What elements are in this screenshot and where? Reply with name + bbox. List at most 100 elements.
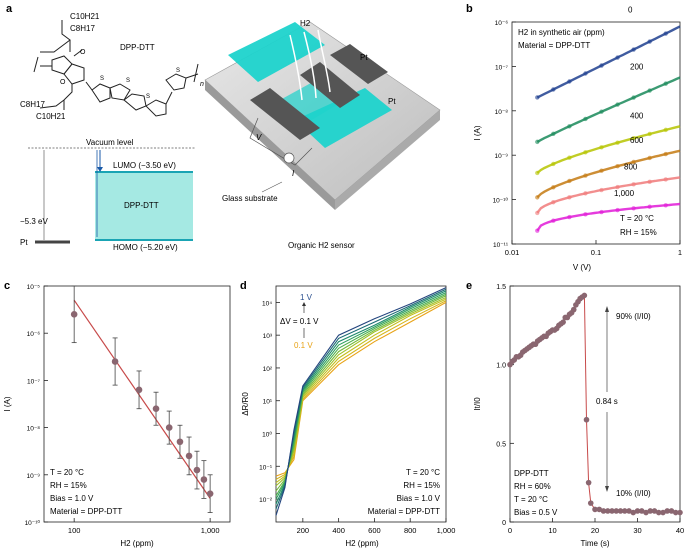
pt-label: Pt <box>20 238 28 247</box>
panel-b-data-point <box>567 195 572 200</box>
panel-c-ann-2: Bias = 1.0 V <box>50 494 94 503</box>
side-chain-c8-top: C8H17 <box>70 24 95 33</box>
device-pt-right: Pt <box>388 97 396 106</box>
panel-e-data-point <box>613 508 620 514</box>
panel-e-data-point <box>581 292 588 299</box>
panel-b-temp: T = 20 °C <box>620 214 654 223</box>
panel-e-ylabel: It/I0 <box>473 397 482 411</box>
panel-d-chart: H2 (ppm) ΔR/R0 1 V ΔV = 0.1 V 0.1 V T = … <box>241 285 455 548</box>
panel-e-arrowhead-down <box>605 486 609 492</box>
sulfur-4: S <box>176 68 180 74</box>
panel-b-data-point <box>647 204 652 209</box>
panel-e-ytick-label: 0 <box>502 520 506 527</box>
panel-b-data-point <box>599 168 604 173</box>
panel-b-chart: H2 in synthetic air (ppm) Material = DPP… <box>473 5 682 272</box>
panel-b-data-point <box>551 218 556 223</box>
panel-d-legend-top: 1 V <box>300 293 313 302</box>
panel-c-ann-1: RH = 15% <box>50 481 87 490</box>
panel-d-ann-1: RH = 15% <box>403 481 440 490</box>
sensor-caption: Organic H2 sensor <box>288 241 355 250</box>
panel-e-xtick-label: 20 <box>591 526 599 535</box>
panel-c-fit-line <box>73 299 211 499</box>
panel-d-ytick-label: 10² <box>263 366 273 373</box>
panel-c-ytick-label: 10⁻⁶ <box>27 331 41 338</box>
panel-b-data-point <box>663 177 668 182</box>
panel-c-ytick-label: 10⁻⁵ <box>27 284 41 291</box>
panel-e-response: 0.84 s <box>596 397 618 406</box>
panel-e-xtick-label: 40 <box>676 526 684 535</box>
sulfur-1: S <box>100 76 104 82</box>
panel-b-series-label: 800 <box>624 162 638 171</box>
panel-b-series-label: 200 <box>630 63 644 72</box>
sulfur-3: S <box>146 94 150 100</box>
panel-c-xtick-label: 1,000 <box>201 526 220 535</box>
panel-e-ann-2: T = 20 °C <box>514 495 548 504</box>
panel-a: a C10H21 C8H17 C8H17 C10H21 DPP-DTT <box>6 3 441 252</box>
panel-b-data-point <box>535 139 540 145</box>
panel-b-ytick-label: 10⁻⁶ <box>495 20 509 27</box>
panel-b-data-point <box>663 127 668 133</box>
panel-b-data-point <box>535 195 540 200</box>
panel-a-label: a <box>6 3 13 15</box>
panel-b-data-point <box>599 145 604 150</box>
panel-b-series-line <box>536 125 681 174</box>
device-v: V <box>256 133 262 142</box>
panel-e-label: e <box>466 280 472 292</box>
panel-e-line <box>509 294 680 514</box>
panel-b-series-line <box>536 176 681 214</box>
panel-e-ytick-label: 1.0 <box>496 363 506 370</box>
panel-c-xtick-label: 100 <box>68 526 81 535</box>
panel-b-ytick-label: 10⁻⁸ <box>495 109 509 116</box>
panel-e-ytick-label: 0.5 <box>496 441 506 448</box>
panel-d-ylabel: ΔR/R0 <box>241 392 250 416</box>
device-i: I <box>292 169 295 178</box>
panel-b-data-point <box>647 131 652 137</box>
panel-b-data-point <box>567 79 572 84</box>
channel-back <box>228 22 325 82</box>
panel-b-ytick-label: 10⁻⁷ <box>495 64 509 71</box>
panel-b-data-point <box>535 95 540 100</box>
sulfur-2: S <box>126 78 130 84</box>
panel-b-ylabel: I (A) <box>473 125 482 140</box>
panel-d-ytick-label: 10³ <box>263 333 273 340</box>
panel-e-ann-3: Bias = 0.5 V <box>514 508 558 517</box>
panel-e-data-point <box>660 509 666 516</box>
panel-d-ytick-label: 10⁻² <box>259 497 273 504</box>
panel-b-data-point <box>599 109 604 114</box>
panel-e-ytick-label: 1.5 <box>496 284 506 291</box>
panel-e-xtick-label: 0 <box>508 526 512 535</box>
panel-b-ytick-label: 10⁻⁹ <box>495 153 509 160</box>
panel-d-xtick-label: 800 <box>404 526 417 535</box>
panel-c-frame <box>43 285 231 523</box>
panel-b-series-line <box>536 149 681 199</box>
device-pt-top: Pt <box>360 53 368 62</box>
panel-e-data-point <box>621 508 628 514</box>
panel-b-data-point <box>615 207 620 213</box>
panel-c-data-point <box>185 452 193 460</box>
panel-b-data-point <box>647 179 652 184</box>
panel-e-label-90: 90% (I/I0) <box>616 312 651 321</box>
panel-b-data-point <box>567 155 572 160</box>
lumo-arrowhead <box>97 167 103 172</box>
panel-c-data-point <box>165 424 173 431</box>
panel-e-data-point <box>630 509 637 516</box>
panel-d-legend-bottom: 0.1 V <box>294 341 313 350</box>
panel-b-data-point <box>551 185 556 190</box>
panel-e-arrowhead-up <box>605 306 609 312</box>
panel-b-data-point <box>647 39 652 44</box>
panel-e-data-point <box>664 508 671 514</box>
panel-c-label: c <box>4 280 10 292</box>
panel-d-ann-3: Material = DPP-DTT <box>368 507 440 516</box>
panel-b-data-point <box>631 206 636 211</box>
panel-b-data-point <box>583 212 588 217</box>
panel-e-xtick-label: 10 <box>548 526 556 535</box>
panel-e-data-point <box>596 506 603 513</box>
panel-b-rh: RH = 15% <box>620 228 657 237</box>
h2-flow-arrows <box>289 29 331 101</box>
dpp-dtt-structure <box>33 20 199 117</box>
panel-b-series-line <box>536 25 681 99</box>
panel-c-ytick-label: 10⁻⁷ <box>27 378 41 385</box>
panel-d-ytick-label: 10⁰ <box>262 431 272 439</box>
panel-b-data-point <box>583 173 588 178</box>
